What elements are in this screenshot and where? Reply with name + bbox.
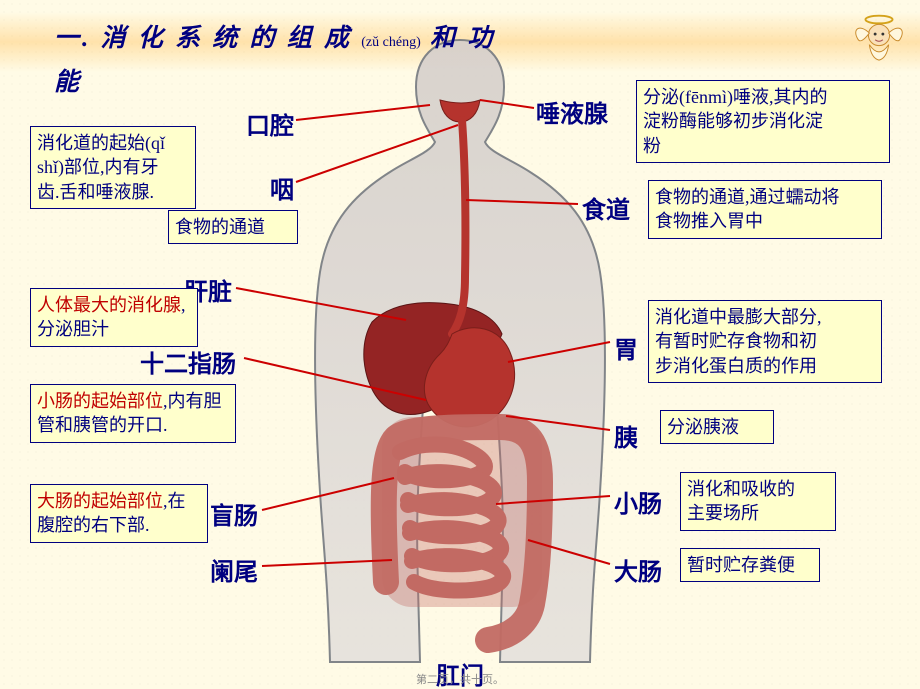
label-large_int: 大肠 [614,552,662,587]
label-pancreas: 胰 [614,418,638,453]
desc-stomach_desc: 消化道中最膨大部分,有暂时贮存食物和初步消化蛋白质的作用 [648,300,882,383]
title-line1: 一. 消 化 系 统 的 组 成 (zǔ chéng) 和 功 [54,18,495,54]
label-stomach: 胃 [614,330,638,365]
title-line2: 能 [54,62,82,98]
desc-oral_desc: 消化道的起始(qǐshǐ)部位,内有牙齿.舌和唾液腺. [30,126,196,209]
label-duodenum: 十二指肠 [140,344,236,379]
desc-liver_desc: 人体最大的消化腺,分泌胆汁 [30,288,198,347]
desc-duodenum_desc: 小肠的起始部位,内有胆管和胰管的开口. [30,384,236,443]
desc-cecum_desc: 大肠的起始部位,在腹腔的右下部. [30,484,208,543]
label-small_int: 小肠 [614,484,662,519]
angel-icon [850,6,908,64]
desc-largeint_desc: 暂时贮存粪便 [680,548,820,582]
desc-salivary_desc: 分泌(fēnmì)唾液,其内的淀粉酶能够初步消化淀粉 [636,80,890,163]
desc-pancreas_desc: 分泌胰液 [660,410,774,444]
title-pinyin: (zǔ chéng) [361,35,420,50]
page-footer: 第二页，共十页。 [0,671,920,687]
label-salivary: 唾液腺 [536,94,608,129]
desc-pharynx_desc: 食物的通道 [168,210,298,244]
desc-smallint_desc: 消化和吸收的主要场所 [680,472,836,531]
label-esophagus: 食道 [582,190,630,225]
desc-esoph_desc: 食物的通道,通过蠕动将食物推入胃中 [648,180,882,239]
label-appendix: 阑尾 [210,552,258,587]
title-suffix: 和 功 [430,25,495,52]
label-pharynx: 咽 [270,170,294,205]
label-cecum: 盲肠 [210,496,258,531]
title-prefix: 一. 消 化 系 统 的 组 成 [54,25,361,52]
label-oral: 口腔 [246,106,294,141]
